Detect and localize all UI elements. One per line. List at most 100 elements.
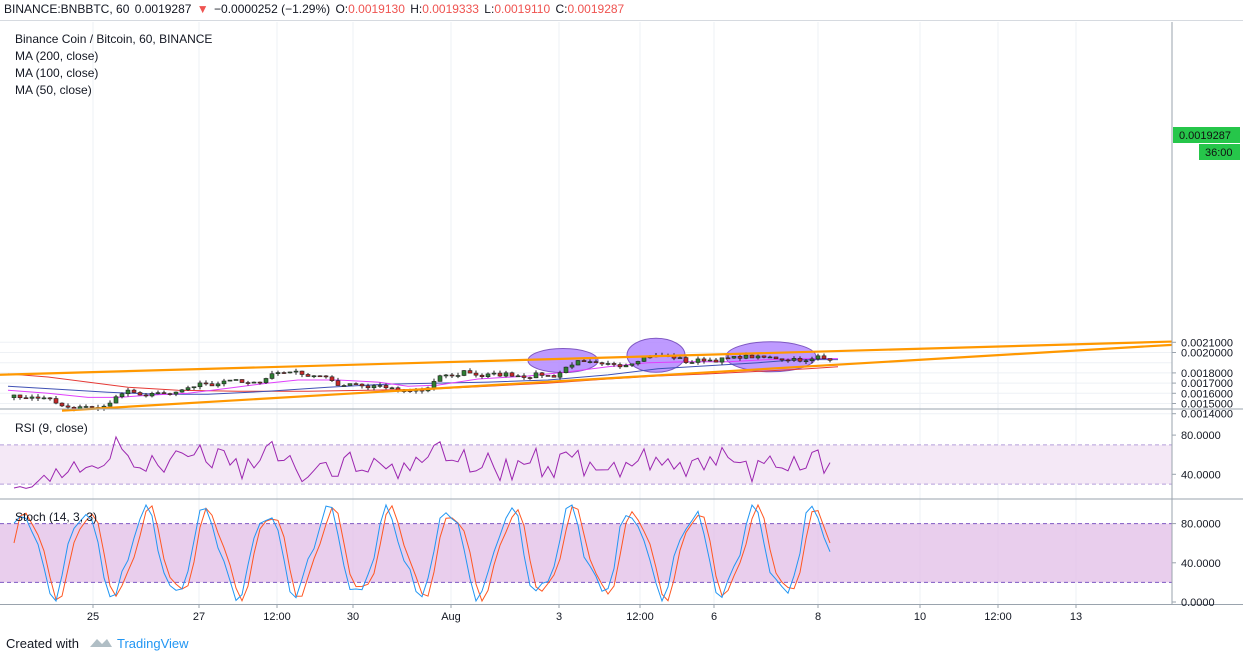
candle-body	[431, 381, 437, 389]
candle	[503, 370, 509, 378]
price-tick-label: 0.0016000	[1181, 388, 1233, 400]
symbol-header: BINANCE:BNBBTC, 60 0.0019287 ▼ −0.000025…	[4, 2, 626, 16]
candle-body	[137, 392, 143, 396]
candle	[83, 404, 89, 408]
rsi-band	[0, 444, 1172, 485]
candle-body	[563, 366, 569, 374]
candle	[329, 375, 335, 383]
tradingview-link[interactable]: TradingView	[117, 636, 189, 651]
candle-body	[443, 374, 449, 377]
candle-body	[281, 372, 287, 374]
candle-body	[689, 362, 695, 364]
candle-body	[311, 375, 317, 378]
candle-body	[155, 392, 161, 394]
time-tick-label: 3	[556, 611, 562, 623]
symbol-label: BINANCE:BNBBTC, 60	[4, 2, 130, 16]
open-value: 0.0019130	[348, 2, 405, 16]
candle	[797, 356, 803, 363]
candle	[389, 386, 395, 390]
stoch-k-line	[13, 503, 831, 603]
candle-body	[53, 398, 59, 404]
candle-body	[575, 360, 581, 366]
candle-body	[779, 358, 785, 361]
candle	[257, 381, 263, 385]
stoch-legend[interactable]: Stoch (14, 3, 3)	[15, 510, 98, 524]
candle	[11, 394, 17, 401]
candle	[233, 379, 239, 381]
candle	[53, 396, 59, 405]
candle-body	[47, 397, 53, 400]
candle-body	[119, 393, 125, 398]
candle	[731, 356, 737, 359]
candle-body	[743, 354, 749, 359]
candle-body	[275, 372, 281, 375]
candle	[179, 388, 185, 393]
stoch-tick-label: 80.0000	[1181, 519, 1221, 531]
footer: Created with TradingView	[0, 626, 1243, 661]
candle	[755, 354, 761, 360]
candle-body	[131, 389, 137, 393]
candle	[773, 356, 779, 360]
grid-lines	[0, 22, 1172, 604]
stoch-band	[0, 523, 1172, 583]
candle-body	[167, 393, 173, 395]
ma100-legend[interactable]: MA (100, close)	[15, 66, 99, 80]
candle-body	[677, 357, 683, 359]
candle-body	[611, 363, 617, 365]
open-label: O:	[335, 2, 349, 16]
candle-body	[365, 385, 371, 389]
candle	[491, 370, 497, 376]
candle-body	[437, 375, 443, 382]
candle-body	[317, 375, 323, 378]
candle-body	[467, 370, 473, 374]
candle	[113, 394, 119, 404]
candle	[815, 353, 821, 361]
candle	[239, 379, 245, 383]
candle-body	[227, 379, 233, 382]
candle-body	[23, 397, 29, 400]
rsi-line	[13, 435, 831, 489]
close-label: C:	[555, 2, 568, 16]
candle	[251, 381, 257, 384]
time-tick-label: 30	[347, 611, 359, 623]
candle-body	[539, 372, 545, 376]
candle	[617, 362, 623, 369]
candle	[563, 366, 569, 374]
time-tick-label: 27	[193, 611, 205, 623]
candle-body	[305, 374, 311, 377]
candle	[269, 370, 275, 380]
ma200-legend[interactable]: MA (200, close)	[15, 49, 99, 63]
candle-body	[593, 361, 599, 363]
candle	[155, 390, 161, 395]
chart-title: Binance Coin / Bitcoin, 60, BINANCE	[15, 32, 213, 46]
candle-body	[287, 371, 293, 374]
candle-body	[737, 356, 743, 359]
last-price: 0.0019287	[134, 2, 192, 16]
candle-body	[35, 396, 41, 399]
last-price-badge: 0.0019287	[1173, 127, 1240, 143]
candle-body	[521, 375, 527, 378]
candle-body	[809, 358, 815, 362]
rsi-legend[interactable]: RSI (9, close)	[15, 421, 88, 435]
candle	[65, 403, 71, 409]
ma50-legend[interactable]: MA (50, close)	[15, 83, 92, 97]
candle	[701, 356, 707, 364]
candle	[791, 356, 797, 362]
candle	[227, 379, 233, 382]
last-price-badge-text: 0.0019287	[1179, 130, 1231, 142]
candle	[449, 372, 455, 379]
candle	[527, 376, 533, 380]
candle-body	[389, 387, 395, 390]
candle	[749, 354, 755, 359]
candle	[311, 375, 317, 379]
candle	[287, 371, 293, 374]
candle	[455, 372, 461, 379]
rsi-tick-label: 40.0000	[1181, 469, 1221, 481]
candle-body	[233, 379, 239, 381]
candle-body	[719, 357, 725, 363]
candle-body	[785, 359, 791, 362]
last-price-badge-bg	[1173, 127, 1240, 143]
price-tick-label: 0.0021000	[1181, 337, 1233, 349]
candle	[719, 357, 725, 365]
